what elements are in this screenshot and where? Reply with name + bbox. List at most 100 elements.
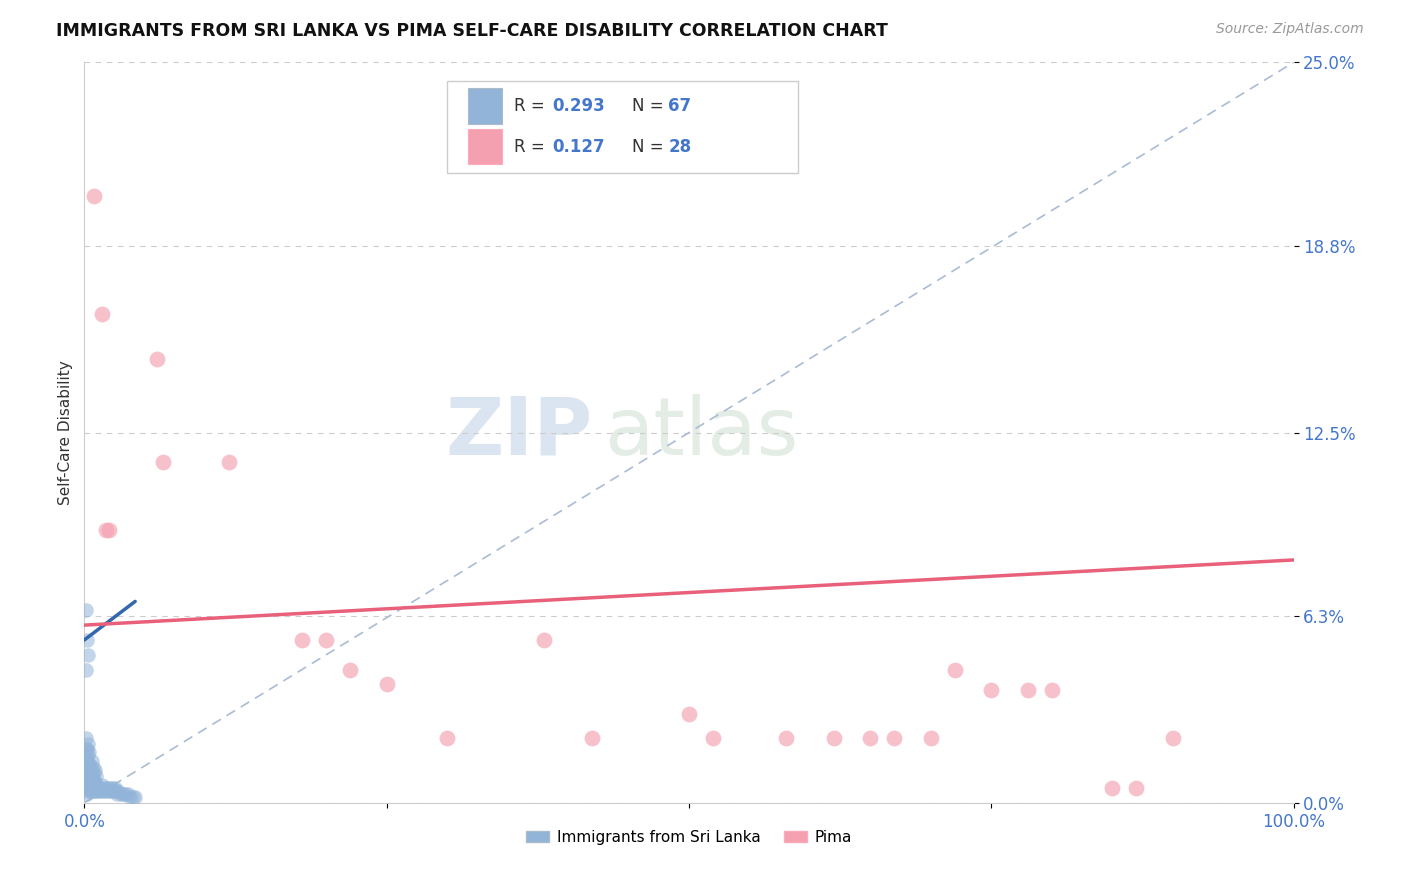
Point [76, 775, 98, 789]
Point [823, 731, 845, 745]
Point [1017, 683, 1039, 698]
Point [75, 742, 97, 756]
Text: N =: N = [633, 137, 669, 155]
Point [77, 648, 100, 662]
Point [75, 760, 97, 774]
Point [93, 784, 115, 798]
Point [83, 188, 105, 202]
Point [80, 755, 103, 769]
Point [80, 780, 103, 795]
Point [86, 778, 108, 792]
Text: 0.127: 0.127 [553, 137, 605, 155]
Point [1040, 683, 1063, 698]
Point [96, 780, 118, 795]
Text: R =: R = [513, 96, 550, 115]
Point [1125, 780, 1147, 795]
Text: Source: ZipAtlas.com: Source: ZipAtlas.com [1216, 22, 1364, 37]
Point [1101, 780, 1123, 795]
Point [75, 751, 97, 765]
Point [291, 632, 314, 647]
Point [82, 772, 104, 786]
Point [775, 731, 797, 745]
Point [678, 706, 700, 721]
Point [980, 683, 1002, 698]
Point [75, 766, 97, 780]
Point [76, 755, 98, 769]
Point [80, 769, 103, 783]
Point [110, 787, 132, 801]
Point [1161, 731, 1184, 745]
Point [76, 766, 98, 780]
Point [86, 769, 108, 783]
Point [77, 737, 100, 751]
Point [104, 780, 127, 795]
Point [98, 780, 121, 795]
Point [533, 632, 555, 647]
Point [920, 731, 942, 745]
FancyBboxPatch shape [468, 128, 502, 164]
Point [76, 787, 98, 801]
Point [77, 784, 100, 798]
Point [77, 780, 100, 795]
Point [315, 632, 337, 647]
Text: 67: 67 [668, 96, 692, 115]
Point [87, 784, 110, 798]
Y-axis label: Self-Care Disability: Self-Care Disability [58, 360, 73, 505]
Point [79, 760, 101, 774]
Point [112, 787, 135, 801]
Point [152, 455, 174, 469]
Point [117, 787, 139, 801]
Point [97, 784, 120, 798]
Point [146, 351, 169, 366]
Point [101, 780, 124, 795]
Text: ZIP: ZIP [444, 393, 592, 472]
Point [82, 760, 104, 774]
Point [107, 784, 129, 798]
Point [83, 780, 105, 795]
Point [859, 731, 882, 745]
FancyBboxPatch shape [447, 81, 797, 173]
Point [121, 789, 143, 804]
Point [91, 778, 114, 792]
Point [76, 632, 98, 647]
Text: N =: N = [633, 96, 669, 115]
Point [581, 731, 603, 745]
Point [103, 784, 125, 798]
Point [86, 784, 108, 798]
Point [75, 603, 97, 617]
Point [77, 769, 100, 783]
Point [84, 763, 107, 777]
Point [114, 787, 136, 801]
Point [77, 760, 100, 774]
Point [83, 766, 105, 780]
Text: 0.293: 0.293 [553, 96, 605, 115]
Point [79, 772, 101, 786]
Point [86, 780, 108, 795]
Point [104, 784, 127, 798]
Point [90, 784, 112, 798]
Point [100, 784, 122, 798]
Text: R =: R = [513, 137, 550, 155]
Point [77, 772, 100, 786]
Point [702, 731, 724, 745]
Point [84, 784, 107, 798]
Point [94, 784, 117, 798]
Point [120, 789, 142, 804]
Point [124, 789, 146, 804]
Point [75, 731, 97, 745]
Point [77, 757, 100, 772]
Point [94, 780, 117, 795]
Text: IMMIGRANTS FROM SRI LANKA VS PIMA SELF-CARE DISABILITY CORRELATION CHART: IMMIGRANTS FROM SRI LANKA VS PIMA SELF-C… [56, 22, 889, 40]
Point [339, 663, 361, 677]
Point [375, 677, 398, 691]
Legend: Immigrants from Sri Lanka, Pima: Immigrants from Sri Lanka, Pima [520, 823, 858, 851]
Point [89, 780, 111, 795]
Point [77, 748, 100, 763]
Point [79, 784, 101, 798]
Point [75, 772, 97, 786]
Point [82, 784, 104, 798]
Point [84, 775, 107, 789]
Point [97, 524, 120, 538]
Text: 28: 28 [668, 137, 692, 155]
Point [883, 731, 905, 745]
